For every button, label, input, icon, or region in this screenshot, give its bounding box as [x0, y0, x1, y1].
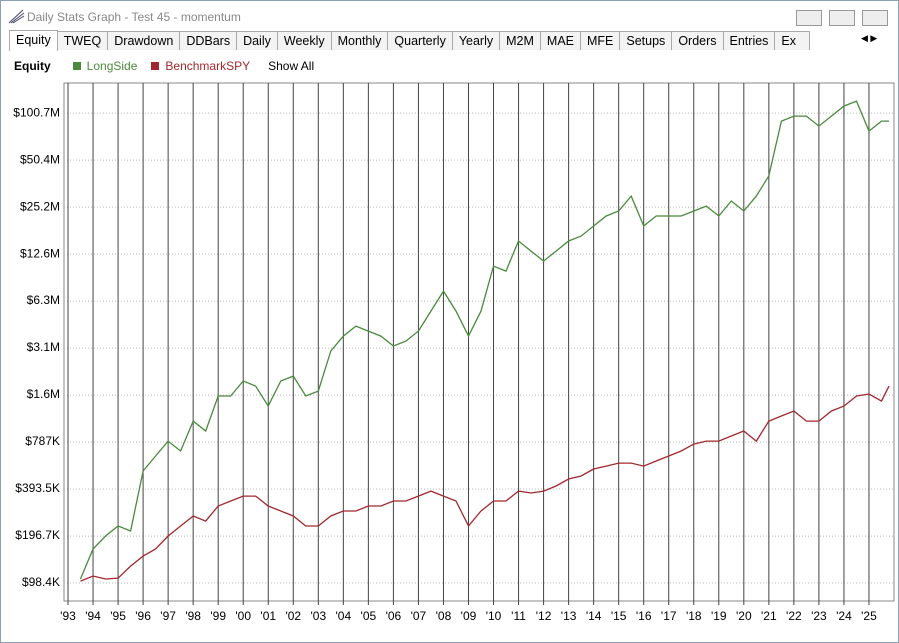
x-tick-label: '09: [461, 609, 477, 623]
show-all-button[interactable]: Show All: [268, 59, 315, 73]
legend-items: LongSide BenchmarkSPY: [72, 59, 250, 73]
tab[interactable]: Drawdown: [107, 31, 181, 50]
x-tick-label: '13: [561, 609, 577, 623]
tab[interactable]: Orders: [671, 31, 724, 50]
maximize-button[interactable]: [829, 10, 855, 26]
x-tick-label: '99: [210, 609, 226, 623]
x-tick-label: '25: [861, 609, 877, 623]
x-tick-label: '22: [786, 609, 802, 623]
x-tick-label: '06: [386, 609, 402, 623]
window-title: Daily Stats Graph - Test 45 - momentum: [27, 10, 241, 24]
tab[interactable]: Ex: [774, 31, 811, 50]
tab[interactable]: TWEQ: [56, 31, 109, 50]
legend: Equity LongSide BenchmarkSPY Show All: [14, 59, 314, 73]
x-tick-label: '04: [336, 609, 352, 623]
x-tick-label: '05: [361, 609, 377, 623]
x-tick-label: '18: [686, 609, 702, 623]
tab-scroll[interactable]: ◀ ▶: [861, 33, 878, 43]
tab[interactable]: MFE: [580, 31, 621, 50]
x-tick-label: '11: [511, 609, 526, 623]
y-tick-label: $3.1M: [27, 340, 60, 354]
y-tick-label: $787K: [25, 434, 60, 448]
tab[interactable]: Equity: [9, 30, 58, 51]
x-tick-label: '16: [636, 609, 652, 623]
legend-swatch: [151, 62, 160, 70]
x-tick-label: '95: [110, 609, 126, 623]
x-tick-label: '14: [586, 609, 602, 623]
tab[interactable]: Entries: [722, 31, 776, 50]
tab[interactable]: Quarterly: [387, 31, 453, 50]
tab[interactable]: Daily: [236, 31, 278, 50]
legend-label: LongSide: [86, 59, 138, 73]
line-series: [79, 100, 889, 580]
y-tick-label: $393.5K: [15, 481, 60, 495]
x-tick-label: '98: [185, 609, 201, 623]
x-tick-label: '00: [235, 609, 251, 623]
x-tick-label: '07: [411, 609, 427, 623]
y-tick-label: $6.3M: [27, 293, 60, 307]
app-icon: [8, 9, 25, 24]
tab[interactable]: Weekly: [276, 31, 332, 50]
line-series: [80, 385, 890, 582]
x-tick-label: '93: [60, 609, 76, 623]
legend-item[interactable]: BenchmarkSPY: [151, 59, 250, 73]
y-tick-label: $25.2M: [20, 199, 60, 213]
tab[interactable]: Yearly: [451, 31, 501, 50]
x-tick-label: '12: [536, 609, 552, 623]
y-tick-label: $98.4K: [22, 575, 60, 589]
x-tick-label: '15: [611, 609, 627, 623]
x-tick-label: '19: [711, 609, 727, 623]
tab[interactable]: Monthly: [330, 31, 389, 50]
x-tick-label: '97: [160, 609, 176, 623]
x-tick-label: '02: [285, 609, 301, 623]
x-tick-label: '23: [811, 609, 827, 623]
x-tick-label: '17: [661, 609, 677, 623]
tab[interactable]: Setups: [619, 31, 673, 50]
x-tick-label: '24: [836, 609, 852, 623]
plot-frame: [63, 82, 895, 602]
x-tick-label: '20: [736, 609, 752, 623]
x-tick-label: '08: [436, 609, 452, 623]
x-tick-label: '21: [761, 609, 777, 623]
tab[interactable]: MAE: [539, 31, 581, 50]
legend-label: BenchmarkSPY: [165, 59, 251, 73]
y-tick-label: $1.6M: [27, 387, 60, 401]
y-tick-label: $100.7M: [13, 105, 60, 119]
legend-item[interactable]: LongSide: [72, 59, 138, 73]
x-tick-label: '10: [486, 609, 502, 623]
tab[interactable]: M2M: [499, 31, 541, 50]
y-tick-label: $50.4M: [20, 152, 60, 166]
y-tick-label: $12.6M: [20, 246, 60, 260]
y-tick-label: $196.7K: [15, 528, 60, 542]
close-button[interactable]: [862, 10, 888, 26]
title-bar: Daily Stats Graph - Test 45 - momentum: [1, 1, 898, 31]
legend-swatch: [72, 62, 81, 70]
x-tick-label: '94: [85, 609, 101, 623]
tab[interactable]: DDBars: [179, 31, 238, 50]
legend-title: Equity: [14, 59, 51, 73]
x-tick-label: '96: [135, 609, 151, 623]
minimize-button[interactable]: [796, 10, 822, 26]
x-tick-label: '03: [310, 609, 326, 623]
x-tick-label: '01: [260, 609, 276, 623]
tab-bar: Equity TWEQ Drawdown DDBars Daily Weekly Month…: [9, 30, 811, 51]
